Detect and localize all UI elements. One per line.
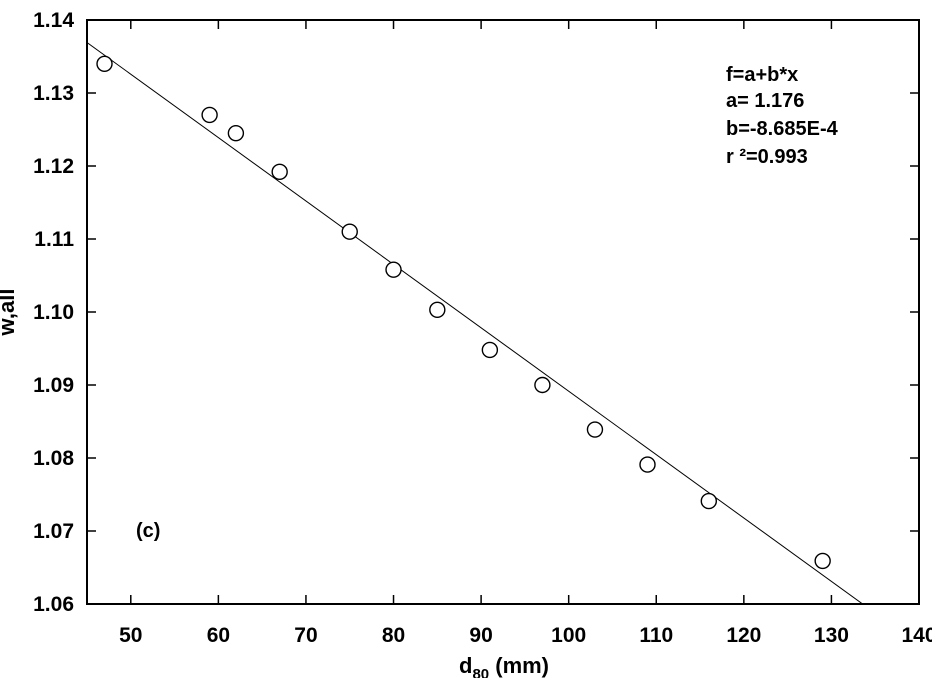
x-tick-label: 90 [469,624,492,647]
x-tick-label: 70 [294,624,317,647]
y-tick-label: 1.12 [33,155,74,178]
x-axis-ticks: 50 60 70 80 90 100 110 120 130 140 [119,20,932,647]
data-point [534,376,551,394]
panel-label: (c) [136,520,160,542]
x-tick-label: 110 [639,624,673,647]
data-point [96,55,113,72]
fit-line [87,42,864,604]
y-axis-title-subscript: w,all [0,289,19,337]
data-point [586,421,604,438]
fit-param-b: b=-8.685E-4 [726,118,839,140]
x-axis-title-subscript: 80 [472,666,489,678]
y-tick-label: 1.08 [33,447,74,470]
data-point [341,223,358,240]
data-point [271,163,288,181]
data-point [227,124,245,142]
y-tick-label: 1.14 [33,9,74,32]
x-tick-label: 130 [814,624,849,647]
data-point [201,106,218,124]
x-tick-label: 100 [551,624,586,647]
y-tick-label: 1.11 [34,228,74,251]
x-axis-title-symbol: d [459,653,472,678]
x-axis-title: d80 (mm) [459,653,549,678]
fit-r-squared: r ²=0.993 [726,146,808,168]
fit-param-a: a= 1.176 [726,90,804,112]
x-tick-label: 60 [207,624,230,647]
data-point [814,552,831,570]
y-tick-label: 1.06 [33,593,74,616]
x-axis-title-unit: (mm) [489,653,549,678]
y-tick-label: 1.09 [33,374,74,397]
data-point [481,341,499,359]
fit-equation: f=a+b*x [726,64,798,86]
x-tick-label: 80 [382,624,405,647]
data-point [385,261,402,278]
y-tick-label: 1.10 [33,301,74,324]
data-point [700,492,718,510]
data-point [639,456,656,473]
x-tick-label: 50 [119,624,142,647]
y-axis-ticks: 1.06 1.07 1.08 1.09 1.10 1.11 1.12 1.13 1.14 [33,9,919,616]
data-point [429,301,446,319]
x-tick-label: 140 [901,624,932,647]
y-tick-label: 1.13 [33,82,74,105]
y-tick-label: 1.07 [33,520,74,543]
x-tick-label: 120 [726,624,761,647]
data-points [96,55,831,570]
